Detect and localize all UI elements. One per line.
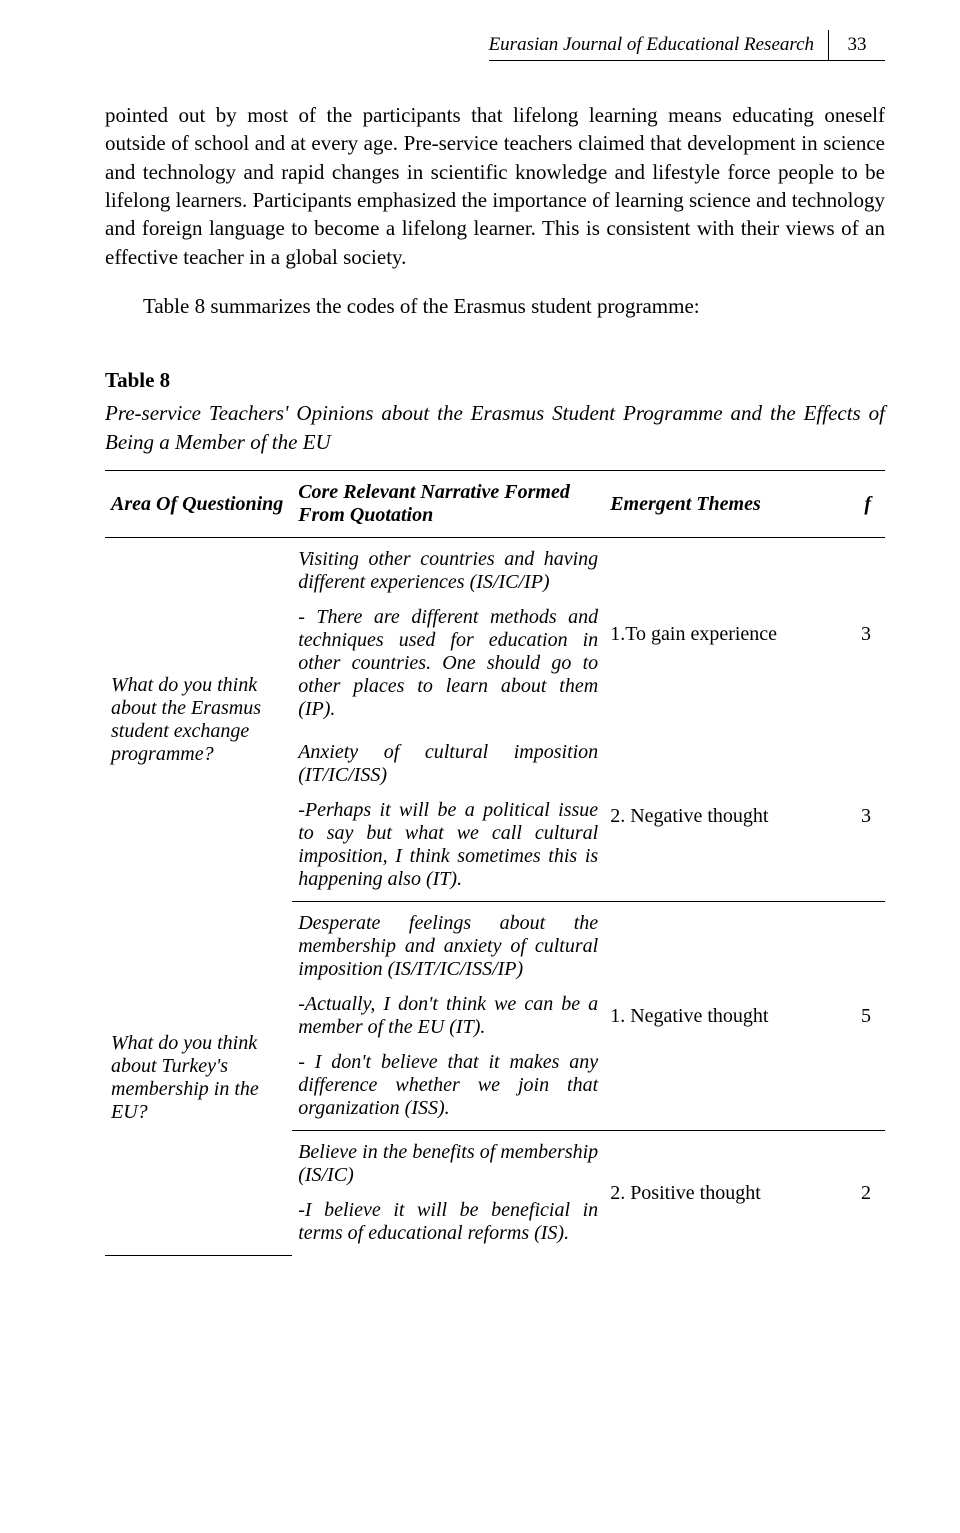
col-header-themes: Emergent Themes — [604, 471, 791, 538]
body-paragraph-2: Table 8 summarizes the codes of the Eras… — [105, 292, 885, 320]
table-row: What do you think about Turkey's members… — [105, 902, 885, 1131]
journal-title: Eurasian Journal of Educational Research — [489, 30, 828, 61]
body-paragraph-1: pointed out by most of the participants … — [105, 101, 885, 271]
col-header-narrative: Core Relevant Narrative Formed From Quot… — [292, 471, 604, 538]
narrative-title: Desperate feelings about the membership … — [298, 912, 598, 981]
question-cell: What do you think about the Erasmus stud… — [105, 538, 292, 902]
f-cell: 2 — [791, 1131, 885, 1256]
f-cell: 5 — [791, 902, 885, 1131]
table-label: Table 8 — [105, 368, 885, 393]
data-table: Area Of Questioning Core Relevant Narrat… — [105, 470, 885, 1256]
col-header-area: Area Of Questioning — [105, 471, 292, 538]
narrative-title: Anxiety of cultural imposition (IT/IC/IS… — [298, 741, 598, 787]
narrative-title: Visiting other countries and having diff… — [298, 548, 598, 594]
narrative-quote: -Actually, I don't think we can be a mem… — [298, 993, 598, 1039]
theme-cell: 1. Negative thought — [604, 902, 791, 1131]
theme-cell: 1.To gain experience — [604, 538, 791, 732]
table-header-row: Area Of Questioning Core Relevant Narrat… — [105, 471, 885, 538]
narrative-cell: Desperate feelings about the membership … — [292, 902, 604, 1131]
narrative-quote: -I believe it will be beneficial in term… — [298, 1199, 598, 1245]
narrative-quote: - There are different methods and techni… — [298, 606, 598, 721]
narrative-cell: Believe in the benefits of membership (I… — [292, 1131, 604, 1256]
theme-cell: 2. Positive thought — [604, 1131, 791, 1256]
question-cell: What do you think about Turkey's members… — [105, 902, 292, 1256]
f-cell: 3 — [791, 538, 885, 732]
narrative-quote-2: - I don't believe that it makes any diff… — [298, 1051, 598, 1120]
narrative-title: Believe in the benefits of membership (I… — [298, 1141, 598, 1187]
table-caption: Pre-service Teachers' Opinions about the… — [105, 399, 885, 456]
table-row: What do you think about the Erasmus stud… — [105, 538, 885, 732]
narrative-cell: Visiting other countries and having diff… — [292, 538, 604, 732]
page-number: 33 — [828, 30, 885, 61]
theme-cell: 2. Negative thought — [604, 731, 791, 902]
page-container: Eurasian Journal of Educational Research… — [0, 0, 960, 1296]
narrative-quote: -Perhaps it will be a political issue to… — [298, 799, 598, 891]
page-header: Eurasian Journal of Educational Research… — [105, 30, 885, 61]
f-cell: 3 — [791, 731, 885, 902]
col-header-f: f — [791, 471, 885, 538]
narrative-cell: Anxiety of cultural imposition (IT/IC/IS… — [292, 731, 604, 902]
